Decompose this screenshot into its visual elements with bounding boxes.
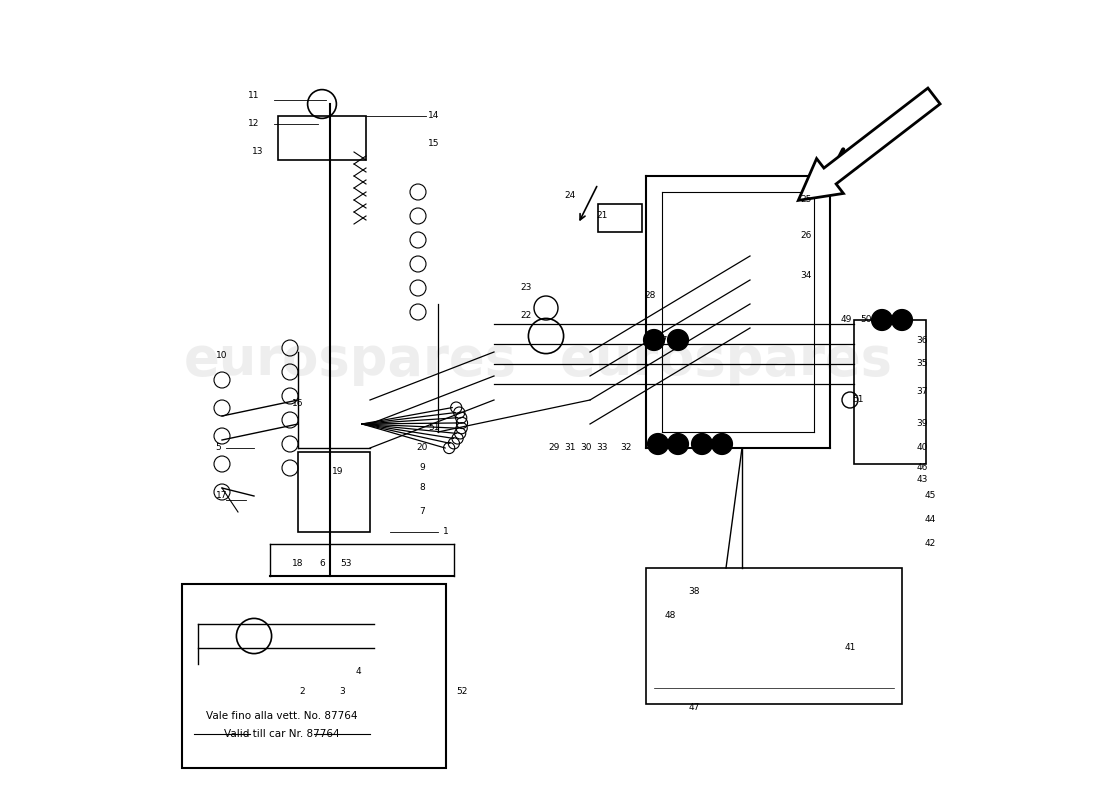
Text: 2: 2 (299, 687, 305, 697)
Text: 14: 14 (428, 111, 440, 121)
Text: 24: 24 (564, 191, 575, 201)
Bar (646, 568, 902, 704)
Text: 37: 37 (916, 387, 927, 397)
Text: 4: 4 (355, 667, 361, 677)
FancyArrow shape (799, 88, 940, 200)
Text: 13: 13 (252, 147, 264, 157)
Text: 20: 20 (416, 443, 428, 453)
Text: 8: 8 (419, 483, 425, 493)
Circle shape (648, 434, 669, 454)
Circle shape (668, 434, 689, 454)
Text: 48: 48 (664, 611, 675, 621)
Text: 45: 45 (924, 491, 936, 501)
Circle shape (892, 310, 912, 330)
Text: 11: 11 (249, 91, 260, 101)
Text: 32: 32 (620, 443, 631, 453)
Text: 29: 29 (548, 443, 560, 453)
Text: 38: 38 (689, 587, 700, 597)
Bar (598, 204, 642, 232)
Text: 40: 40 (916, 443, 927, 453)
Text: 16: 16 (293, 399, 304, 409)
Text: 52: 52 (456, 687, 468, 697)
Text: 30: 30 (581, 443, 592, 453)
Text: 18: 18 (293, 559, 304, 569)
Text: 12: 12 (249, 119, 260, 129)
Text: 33: 33 (596, 443, 607, 453)
Bar (298, 452, 370, 532)
Text: 6: 6 (319, 559, 324, 569)
Text: 21: 21 (596, 211, 607, 221)
Text: 23: 23 (520, 283, 531, 293)
Text: 50: 50 (860, 315, 871, 325)
Circle shape (668, 330, 689, 350)
Circle shape (712, 434, 733, 454)
Text: 22: 22 (520, 311, 531, 321)
Text: 43: 43 (916, 475, 927, 485)
Text: 49: 49 (840, 315, 851, 325)
Text: Vale fino alla vett. No. 87764: Vale fino alla vett. No. 87764 (207, 711, 358, 721)
Text: 51: 51 (428, 423, 440, 433)
Text: Valid till car Nr. 87764: Valid till car Nr. 87764 (224, 730, 340, 739)
Text: 26: 26 (801, 231, 812, 241)
Text: 27: 27 (657, 335, 668, 345)
Text: 10: 10 (217, 351, 228, 361)
Text: eurospares: eurospares (184, 334, 517, 386)
Text: 34: 34 (801, 271, 812, 281)
Text: 19: 19 (332, 467, 343, 477)
Text: 1: 1 (443, 527, 449, 537)
Text: 39: 39 (916, 419, 927, 429)
Text: 31: 31 (564, 443, 575, 453)
Text: 42: 42 (924, 539, 936, 549)
Text: 7: 7 (419, 507, 425, 517)
Text: 44: 44 (924, 515, 936, 525)
Circle shape (871, 310, 892, 330)
Text: eurospares: eurospares (560, 334, 892, 386)
Text: 53: 53 (340, 559, 352, 569)
Text: 47: 47 (689, 703, 700, 713)
Text: 17: 17 (217, 491, 228, 501)
Text: 3: 3 (339, 687, 345, 697)
Bar (854, 320, 926, 464)
Bar (278, 116, 366, 160)
Text: 46: 46 (916, 463, 927, 473)
Text: 51: 51 (852, 395, 864, 405)
Text: 9: 9 (419, 463, 425, 473)
Text: 36: 36 (916, 335, 927, 345)
Text: 41: 41 (845, 643, 856, 653)
Text: 35: 35 (916, 359, 927, 369)
Text: 15: 15 (428, 139, 440, 149)
Text: 5: 5 (216, 443, 221, 453)
Text: 25: 25 (801, 195, 812, 205)
Circle shape (644, 330, 664, 350)
Text: 28: 28 (645, 291, 656, 301)
Circle shape (692, 434, 713, 454)
